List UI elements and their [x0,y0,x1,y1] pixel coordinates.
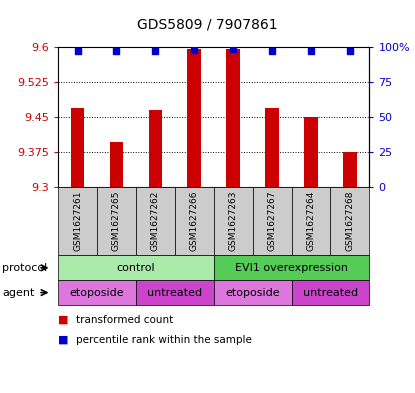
Point [113,48,120,55]
Bar [110,143,123,187]
Bar [71,108,84,187]
Text: GSM1627263: GSM1627263 [229,191,238,251]
Text: GSM1627267: GSM1627267 [268,191,276,251]
Text: transformed count: transformed count [76,315,173,325]
Text: GSM1627268: GSM1627268 [345,191,354,251]
Bar [149,110,162,187]
Bar [265,108,279,187]
Bar [304,117,318,187]
Text: GSM1627261: GSM1627261 [73,191,82,251]
Text: control: control [117,263,155,273]
Text: etoposide: etoposide [225,288,280,298]
Text: agent: agent [2,288,34,298]
Text: ■: ■ [58,315,68,325]
Text: untreated: untreated [303,288,358,298]
Point [269,48,276,55]
Point [308,48,314,55]
Text: etoposide: etoposide [70,288,124,298]
Bar [188,50,201,187]
Text: GSM1627262: GSM1627262 [151,191,160,251]
Point [74,48,81,55]
Point [230,46,237,52]
Point [152,48,159,55]
Point [191,47,198,53]
Point [347,48,353,55]
Text: GSM1627264: GSM1627264 [307,191,315,251]
Text: GDS5809 / 7907861: GDS5809 / 7907861 [137,18,278,32]
Text: EVI1 overexpression: EVI1 overexpression [235,263,348,273]
Bar [226,50,240,187]
Text: ■: ■ [58,334,68,345]
Text: GSM1627265: GSM1627265 [112,191,121,251]
Text: untreated: untreated [147,288,203,298]
Text: protocol: protocol [2,263,47,273]
Bar [343,152,357,187]
Text: GSM1627266: GSM1627266 [190,191,199,251]
Text: percentile rank within the sample: percentile rank within the sample [76,334,251,345]
